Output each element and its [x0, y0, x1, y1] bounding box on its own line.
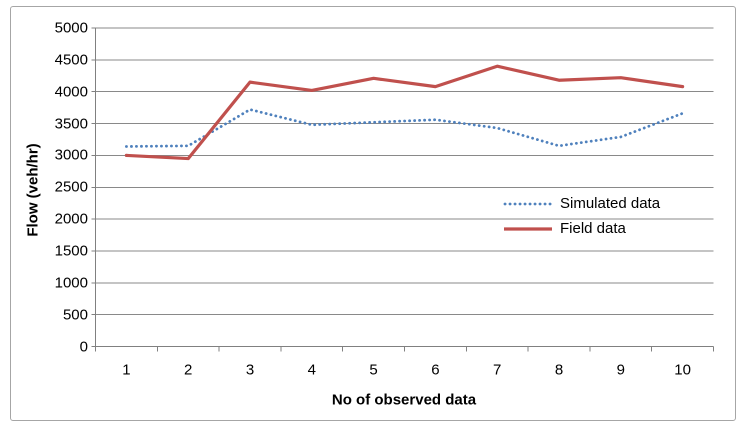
- gridlines: [95, 27, 714, 316]
- y-tick-label: 2000: [54, 210, 88, 228]
- x-tick-label: 10: [674, 361, 691, 379]
- x-tick-label: 5: [369, 361, 378, 379]
- simulated-dotted-line-swatch: [503, 202, 553, 205]
- chart-frame: [10, 6, 736, 421]
- y-tick-label: 4000: [54, 83, 88, 101]
- y-tick-label: 2500: [54, 178, 88, 196]
- y-tick-label: 0: [79, 338, 88, 355]
- series-line-simulated: [125, 108, 684, 148]
- y-tick-label: 4500: [54, 51, 88, 69]
- legend-item-field: Field data: [503, 216, 660, 241]
- legend-label-field: Field data: [560, 220, 626, 237]
- legend-label-simulated: Simulated data: [560, 195, 661, 212]
- x-tick-label: 3: [245, 361, 255, 379]
- y-tick-label: 3000: [54, 146, 88, 164]
- field-solid-line-swatch: [504, 226, 552, 231]
- y-axis-title: Flow (veh/hr): [24, 143, 42, 237]
- legend-item-simulated: Simulated data: [503, 191, 660, 216]
- x-tick-label: 7: [493, 361, 502, 379]
- x-axis-title: No of observed data: [331, 391, 477, 409]
- x-tick-label: 1: [122, 361, 131, 379]
- y-tick-label: 1500: [54, 242, 88, 260]
- x-tick-label: 9: [616, 361, 625, 379]
- axes: [91, 27, 714, 352]
- x-tick-label: 8: [554, 361, 564, 379]
- y-tick-label: 3500: [54, 115, 88, 133]
- x-tick-label: 6: [431, 361, 440, 379]
- y-tick-label: 1000: [54, 274, 88, 292]
- legend: Simulated data Field data: [503, 191, 660, 241]
- y-tick-label: 500: [62, 306, 88, 324]
- x-tick-label: 2: [184, 361, 193, 379]
- x-tick-label: 4: [307, 361, 316, 379]
- series-line-field: [124, 64, 685, 161]
- y-tick-label: 5000: [54, 19, 88, 37]
